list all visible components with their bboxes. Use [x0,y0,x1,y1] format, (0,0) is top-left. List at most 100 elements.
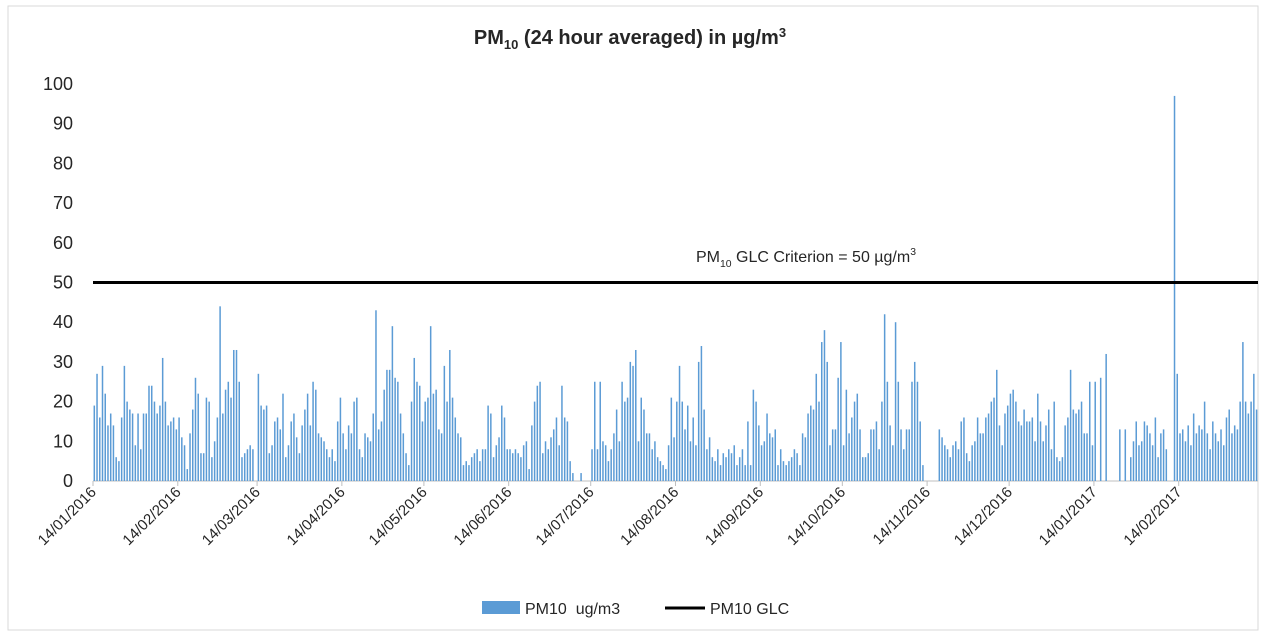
bar [219,306,221,481]
bar [864,457,867,481]
bar [856,393,859,481]
bar [790,457,793,481]
bar [1151,445,1154,481]
bar [979,433,982,481]
bar [265,405,268,481]
bar [383,389,385,481]
bar [1195,433,1198,481]
bar [1149,433,1151,481]
bar [1091,445,1094,481]
bar [528,469,530,481]
bar [730,453,733,481]
bar [161,357,164,481]
bar [547,449,550,481]
bar [998,425,1001,481]
bar [993,397,995,481]
bar [1026,421,1028,481]
bar [785,465,787,481]
bar [468,465,470,481]
bar [246,449,249,481]
bar [498,437,500,481]
bar [156,413,158,481]
bar [818,401,820,481]
bar [1160,433,1162,481]
bar [481,449,484,481]
bar [1020,425,1023,481]
bar [334,461,336,481]
bar [517,453,519,481]
bar [96,373,98,481]
bar [640,397,642,481]
bar [503,417,506,481]
bar [397,381,399,481]
bar [421,421,424,481]
bar [1001,445,1003,481]
bar [829,445,831,481]
bar [205,397,208,481]
bar [542,453,544,481]
bar [684,429,686,481]
bar [449,349,451,481]
bar [487,405,489,481]
bar [181,437,183,481]
bar [339,397,342,481]
bar [200,453,202,481]
bar [1187,425,1189,481]
bar [164,401,167,481]
bar [629,361,632,481]
bar [391,326,394,481]
bar [1250,401,1252,481]
bar [145,413,148,481]
bar [1217,441,1220,481]
bar [1072,409,1075,481]
bar [769,433,771,481]
bar [394,377,396,481]
bar [457,433,459,481]
y-tick-label: 30 [53,352,73,372]
bar [689,441,692,481]
bar [1212,421,1214,481]
bar [812,409,815,481]
bar [763,441,766,481]
bar [949,457,952,481]
bar [851,417,853,481]
bar [632,365,634,481]
bar [1140,441,1143,481]
bar [1088,381,1091,481]
bar [848,433,850,481]
bar [815,373,818,481]
bar [673,437,675,481]
bar [728,449,730,481]
bar [708,437,711,481]
bar [747,421,749,481]
bar [555,417,558,481]
bar [580,473,582,481]
bar [960,421,962,481]
bar [435,389,437,481]
bar [522,445,525,481]
bar [153,401,156,481]
y-tick-label: 70 [53,193,73,213]
bar [1094,381,1096,481]
bar [719,465,722,481]
bar [1176,373,1179,481]
bar [284,457,287,481]
bar [1165,449,1168,481]
y-tick-label: 90 [53,114,73,134]
bar [985,417,987,481]
bar [1086,433,1088,481]
bar [424,401,426,481]
bar [142,413,145,481]
bar [569,461,571,481]
bar [1061,457,1064,481]
bar [533,401,536,481]
bar [594,381,596,481]
bar [1244,401,1247,481]
bar [1233,425,1236,481]
bar [607,461,610,481]
bar [1047,409,1050,481]
bar [738,457,741,481]
bar [386,369,388,481]
bar [1239,401,1241,481]
bar [454,417,457,481]
